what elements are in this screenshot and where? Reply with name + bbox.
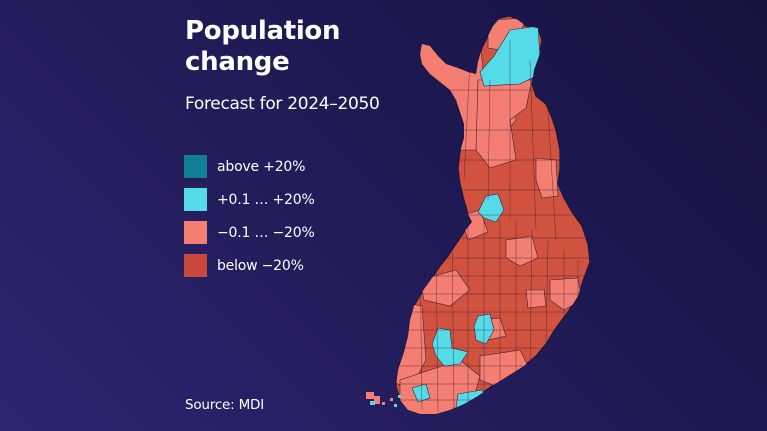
region-kainuu-east-salmon: [535, 157, 559, 199]
region-south-salmon: [479, 349, 531, 389]
region-turku-growth: [411, 383, 431, 403]
legend-label: above +20%: [217, 158, 306, 175]
title-line-2: change: [185, 47, 290, 77]
page-title: Population change: [185, 16, 385, 78]
finland-map: [360, 0, 620, 431]
legend-label: below −20%: [217, 257, 304, 274]
region-central-salmon-1: [505, 235, 539, 267]
legend-item-above-20: above +20%: [184, 155, 315, 178]
swatch-red: [184, 254, 207, 277]
finland-map-svg: [366, 15, 591, 415]
swatch-teal: [184, 155, 207, 178]
title-line-1: Population: [185, 16, 341, 46]
swatch-cyan: [184, 188, 207, 211]
subtitle: Forecast for 2024–2050: [185, 94, 380, 114]
municipality-borders: [400, 40, 590, 413]
region-east-salmon-2: [525, 289, 547, 309]
legend-item-growth: +0.1 … +20%: [184, 188, 315, 211]
legend-item-below-20: below −20%: [184, 254, 315, 277]
legend: above +20% +0.1 … +20% −0.1 … −20% below…: [184, 155, 315, 287]
source-note: Source: MDI: [185, 397, 265, 413]
legend-label: −0.1 … −20%: [217, 224, 315, 241]
region-ostrobothnia-salmon: [419, 269, 471, 307]
aland-islands: [366, 392, 401, 407]
legend-item-decline: −0.1 … −20%: [184, 221, 315, 244]
swatch-salmon: [184, 221, 207, 244]
legend-label: +0.1 … +20%: [217, 191, 315, 208]
